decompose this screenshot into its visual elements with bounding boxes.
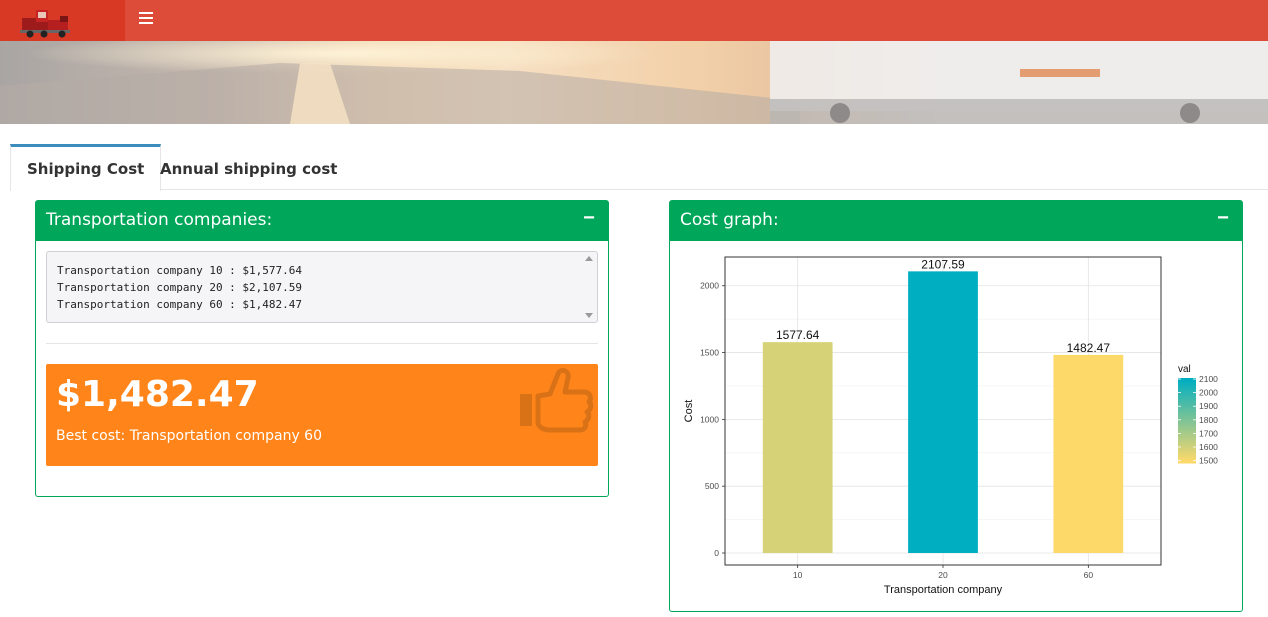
legend-colorbar-segment (1178, 390, 1196, 394)
y-tick-label: 2000 (700, 281, 719, 291)
truck-icon (20, 10, 70, 38)
companies-box-title: Transportation companies: (46, 210, 273, 230)
legend-title: val (1178, 364, 1191, 375)
legend-colorbar-segment (1178, 435, 1196, 438)
collapse-button[interactable]: − (1217, 207, 1229, 229)
legend-colorbar-segment (1178, 426, 1196, 430)
output-line: Transportation company 60 : $1,482.47 (57, 298, 303, 311)
legend-colorbar-segment (1178, 431, 1196, 434)
legend-tick-label: 1500 (1199, 456, 1218, 466)
legend-colorbar-segment (1178, 437, 1196, 441)
legend-colorbar-segment (1178, 418, 1196, 421)
legend-colorbar-segment (1178, 397, 1196, 400)
data-label: 1577.64 (776, 328, 820, 342)
scroll-up-icon[interactable] (585, 256, 593, 261)
legend-colorbar-segment (1178, 412, 1196, 415)
legend-colorbar-segment (1178, 382, 1196, 385)
y-tick-label: 500 (705, 481, 719, 491)
x-axis-label: Transportation company (884, 584, 1003, 596)
legend-colorbar-segment (1178, 420, 1196, 424)
collapse-button[interactable]: − (583, 207, 595, 229)
legend-colorbar-segment (1178, 414, 1196, 417)
legend-colorbar-segment (1178, 443, 1196, 447)
best-cost-value: $1,482.47 (56, 374, 259, 415)
legend-tick-label: 1800 (1199, 415, 1218, 425)
y-tick-label: 0 (714, 548, 719, 558)
divider (46, 343, 598, 344)
scroll-down-icon[interactable] (585, 313, 593, 318)
legend-colorbar-segment (1178, 395, 1196, 398)
legend-colorbar-segment (1178, 380, 1196, 383)
data-label: 1482.47 (1067, 341, 1111, 355)
cost-graph-box-title: Cost graph: (680, 210, 779, 230)
legend-colorbar-segment (1178, 384, 1196, 387)
legend-colorbar-segment (1178, 422, 1196, 426)
legend-tick-label: 1900 (1199, 401, 1218, 411)
legend-colorbar-segment (1178, 429, 1196, 432)
legend-colorbar-segment (1178, 454, 1196, 458)
data-label: 2107.59 (921, 257, 965, 271)
legend-colorbar-segment (1178, 452, 1196, 455)
legend-tick-label: 1600 (1199, 442, 1218, 452)
legend-colorbar-segment (1178, 448, 1196, 451)
legend-colorbar-segment (1178, 456, 1196, 460)
cost-bar-chart: 1577.64 2107.59 1482.47 0 500 1000 1500 2000 10 2… (683, 256, 1218, 596)
legend-colorbar-segment (1178, 392, 1196, 396)
legend-colorbar-segment (1178, 439, 1196, 443)
legend-colorbar-segment (1178, 446, 1196, 449)
legend-colorbar-segment (1178, 450, 1196, 453)
x-tick-label: 60 (1084, 570, 1094, 580)
companies-box: Transportation companies: − Transportati… (35, 200, 609, 497)
legend-colorbar-segment (1178, 405, 1196, 409)
legend-colorbar-segment (1178, 378, 1196, 381)
y-axis-label: Cost (683, 400, 695, 423)
best-cost-subtitle: Best cost: Transportation company 60 (56, 428, 322, 444)
legend-colorbar-segment (1178, 399, 1196, 402)
tab-shipping-cost[interactable]: Shipping Cost (10, 144, 162, 191)
logo[interactable] (0, 0, 125, 41)
bar (1053, 354, 1124, 553)
legend-colorbar-segment (1178, 386, 1196, 390)
legend-colorbar-segment (1178, 388, 1196, 392)
tab-bar: Shipping Cost Annual shipping cost (10, 144, 1268, 191)
legend-colorbar-segment (1178, 460, 1196, 464)
legend-tick-label: 2100 (1199, 374, 1218, 384)
cost-graph-box-header: Cost graph: − (670, 201, 1242, 241)
output-line: Transportation company 10 : $1,577.64 (57, 264, 303, 277)
legend-tick-label: 1700 (1199, 428, 1218, 438)
bar (762, 342, 833, 553)
tab-annual-shipping-cost[interactable]: Annual shipping cost (160, 160, 338, 178)
y-tick-label: 1500 (700, 348, 719, 358)
companies-box-header: Transportation companies: − (36, 201, 608, 241)
cost-graph-box: Cost graph: − 1577.64 2107.59 1482.47 0 500 1… (669, 200, 1243, 612)
header-banner-image (0, 41, 1268, 124)
bar (908, 271, 978, 553)
x-tick-label: 10 (793, 570, 803, 580)
legend-colorbar-segment (1178, 409, 1196, 413)
best-cost-valuebox: $1,482.47 Best cost: Transportation comp… (46, 364, 598, 466)
legend-colorbar-segment (1178, 401, 1196, 404)
companies-cost-output[interactable]: Transportation company 10 : $1,577.64 Tr… (46, 251, 598, 323)
top-navbar (0, 0, 1268, 41)
y-tick-label: 1000 (700, 414, 719, 424)
legend-colorbar-segment (1178, 403, 1196, 407)
legend-colorbar-segment (1178, 458, 1196, 462)
legend-colorbar-segment (1178, 407, 1196, 411)
legend-colorbar-segment (1178, 416, 1196, 419)
thumbs-up-icon (520, 368, 594, 433)
bars-icon[interactable] (133, 6, 159, 32)
legend-colorbar-segment (1178, 433, 1196, 436)
legend-colorbar-segment (1178, 424, 1196, 428)
legend-colorbar-segment (1178, 441, 1196, 445)
output-line: Transportation company 20 : $2,107.59 (57, 281, 303, 294)
x-tick-label: 20 (938, 570, 948, 580)
legend-tick-label: 2000 (1199, 388, 1218, 398)
